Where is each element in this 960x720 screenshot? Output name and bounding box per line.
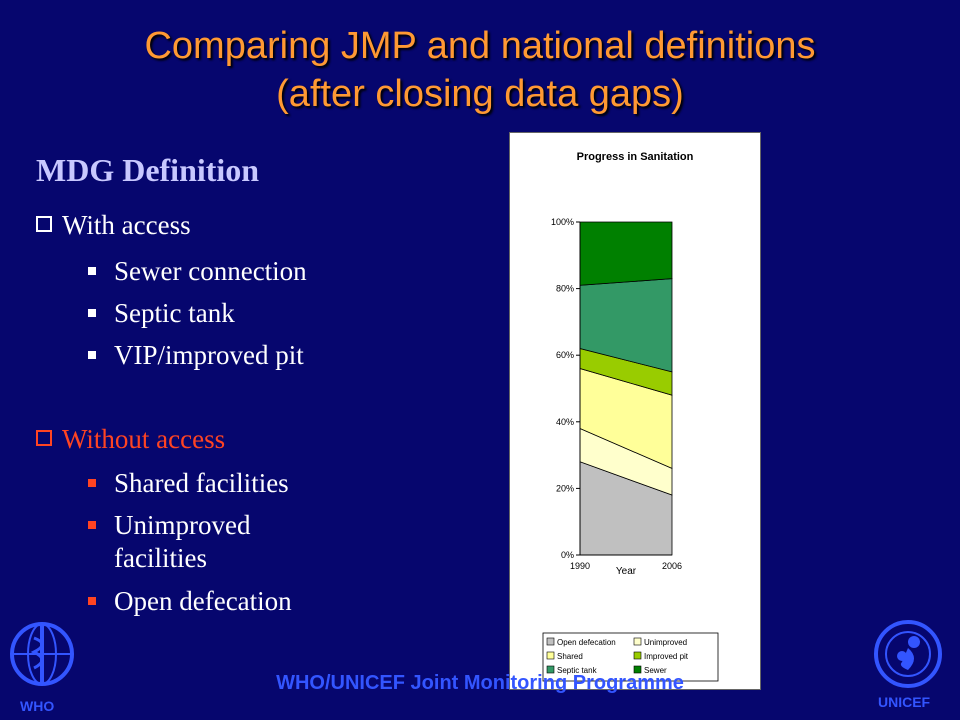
list-item-text: Open defecation	[114, 586, 292, 616]
y-tick-label: 20%	[556, 483, 574, 493]
with-access-item: With access	[36, 210, 191, 241]
x-axis-label: Year	[616, 566, 637, 577]
legend-label: Septic tank	[557, 666, 598, 675]
legend-label: Improved pit	[644, 652, 689, 661]
who-emblem-icon	[10, 622, 74, 686]
y-tick-label: 100%	[551, 217, 574, 227]
legend-box	[542, 632, 719, 682]
list-item-text: Shared facilities	[114, 468, 289, 498]
legend-label: Sewer	[644, 666, 667, 675]
y-tick-label: 80%	[556, 284, 574, 294]
y-tick-label: 0%	[561, 550, 574, 560]
y-tick-label: 60%	[556, 350, 574, 360]
list-item: Sewer connection	[88, 256, 307, 287]
legend-swatch	[633, 637, 642, 646]
list-item-text: VIP/improved pit	[114, 340, 304, 370]
square-bullet-icon	[88, 351, 96, 359]
square-bullet-icon	[88, 521, 96, 529]
legend-swatch	[546, 651, 555, 660]
legend-swatch	[546, 665, 555, 674]
title-line-2: (after closing data gaps)	[276, 73, 684, 115]
chart-panel: Progress in Sanitation 0% 20% 40% 60% 80% 100%…	[509, 132, 761, 690]
legend-swatch	[633, 651, 642, 660]
legend-label: Unimproved	[644, 638, 687, 647]
footer-text: WHO/UNICEF Joint Monitoring Programme	[276, 672, 684, 694]
sanitation-chart: Progress in Sanitation 0% 20% 40% 60% 80% 100%…	[542, 151, 719, 682]
without-access-label: Without access	[62, 424, 226, 454]
area-sewer	[579, 221, 673, 286]
list-item: VIP/improved pit	[88, 340, 304, 371]
unicef-emblem-icon	[874, 620, 942, 688]
list-item: Septic tank	[88, 298, 235, 329]
list-item-continuation: facilities	[114, 543, 207, 573]
chart-title: Progress in Sanitation	[577, 151, 694, 163]
list-item: Shared facilities	[88, 468, 289, 499]
checkbox-bullet-icon	[36, 216, 52, 232]
square-bullet-icon	[88, 479, 96, 487]
square-bullet-icon	[88, 597, 96, 605]
x-tick-label: 1990	[570, 561, 590, 571]
legend-label: Shared	[557, 652, 583, 661]
legend-swatch	[546, 637, 555, 646]
legend-swatch	[633, 665, 642, 674]
list-item: Unimproved	[88, 510, 250, 541]
definition-heading: MDG Definition	[36, 152, 260, 188]
list-item-text: Unimproved	[114, 510, 251, 540]
y-tick-label: 40%	[556, 417, 574, 427]
list-item-text: Septic tank	[114, 298, 235, 328]
list-item: Open defecation	[88, 586, 292, 617]
checkbox-bullet-icon	[36, 430, 52, 446]
title-line-1: Comparing JMP and national definitions	[144, 25, 816, 67]
unicef-label: UNICEF	[878, 694, 931, 710]
x-tick-label: 2006	[662, 561, 682, 571]
list-item-text: Sewer connection	[114, 256, 307, 286]
legend-label: Open defecation	[557, 638, 616, 647]
without-access-item: Without access	[36, 424, 225, 455]
square-bullet-icon	[88, 267, 96, 275]
square-bullet-icon	[88, 309, 96, 317]
with-access-label: With access	[62, 210, 191, 240]
slide-title: Comparing JMP and national definitions (…	[0, 22, 960, 118]
who-label: WHO	[20, 698, 55, 714]
